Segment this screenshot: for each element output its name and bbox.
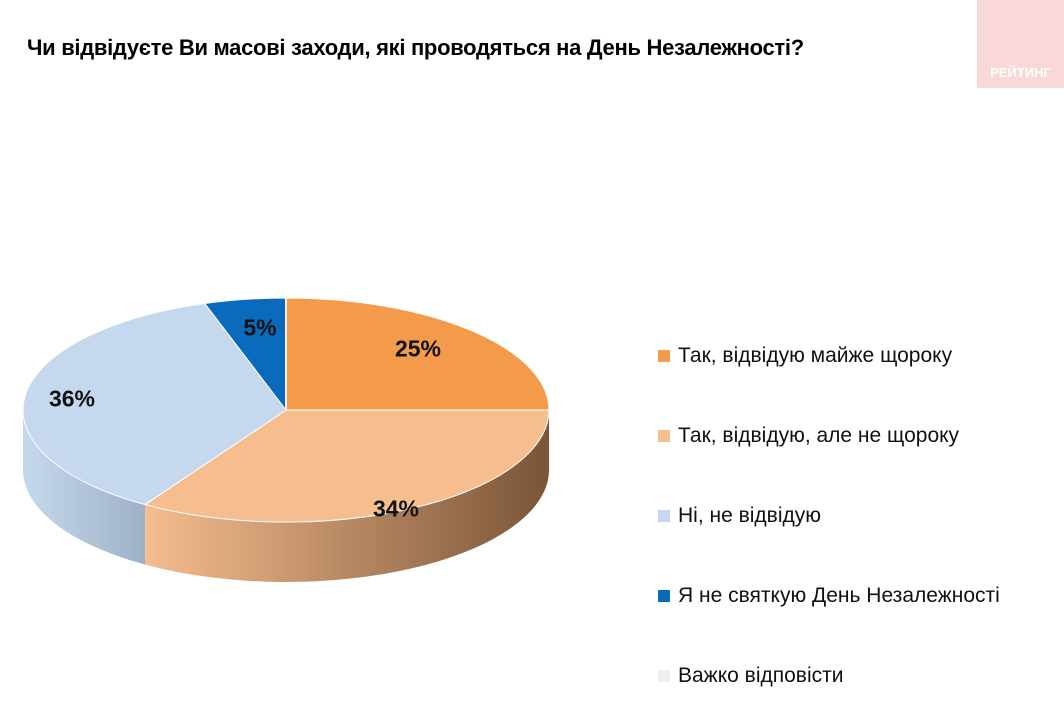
slice-label-2: 36%: [48, 385, 96, 412]
legend-label: Важко відповісти: [678, 664, 844, 687]
legend-swatch: [658, 670, 670, 682]
legend-item: Так, відвідую майже щороку: [658, 316, 1000, 396]
legend-swatch: [658, 430, 670, 442]
pie-slice-0: [285, 297, 550, 411]
legend-swatch: [658, 510, 670, 522]
pie-chart: [22, 297, 550, 582]
legend-label: Ні, не відвідую: [678, 504, 822, 527]
slice-label-3: 5%: [243, 314, 277, 341]
chart-title: Чи відвідуєте Ви масові заходи, які пров…: [27, 35, 804, 60]
legend-item: Важко відповісти: [658, 636, 1000, 716]
logo-text: РЕЙТИНГ: [990, 65, 1051, 80]
legend-swatch: [658, 350, 670, 362]
legend-label: Так, відвідую майже щороку: [678, 344, 953, 367]
pie-slice-1: [143, 409, 550, 523]
rating-logo: РЕЙТИНГ: [977, 0, 1064, 88]
legend-label: Я не святкую День Незалежності: [678, 584, 1000, 607]
pie-slice-side-1: [145, 410, 549, 582]
pie-slice-2: [22, 302, 287, 506]
legend: Так, відвідую майже щороку Так, відвідую…: [658, 316, 1000, 716]
pie-slice-side-2: [23, 410, 146, 565]
legend-item: Я не святкую День Незалежності: [658, 556, 1000, 636]
legend-swatch: [658, 590, 670, 602]
slice-label-0: 25%: [394, 335, 442, 362]
legend-item: Так, відвідую, але не щороку: [658, 396, 1000, 476]
legend-label: Так, відвідую, але не щороку: [678, 424, 960, 447]
slice-label-1: 34%: [372, 495, 420, 522]
legend-item: Ні, не відвідую: [658, 476, 1000, 556]
